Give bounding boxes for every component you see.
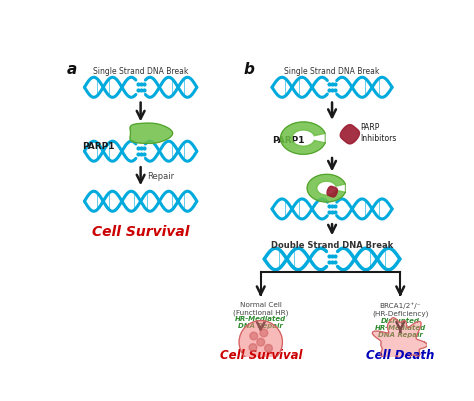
Text: Cell Survival: Cell Survival [219, 348, 302, 360]
Circle shape [249, 344, 257, 352]
Text: PARP1: PARP1 [273, 136, 305, 145]
Circle shape [257, 338, 264, 346]
Polygon shape [373, 318, 428, 369]
Text: PARP
Inhibitors: PARP Inhibitors [360, 123, 396, 142]
Text: BRCA1/2⁺/⁻
(HR-Deficiency): BRCA1/2⁺/⁻ (HR-Deficiency) [372, 302, 428, 316]
Polygon shape [340, 125, 359, 144]
Polygon shape [327, 187, 337, 197]
Text: HR-Mediated
DNA Repair: HR-Mediated DNA Repair [235, 316, 286, 328]
Polygon shape [130, 124, 173, 144]
Text: Single Strand DNA Break: Single Strand DNA Break [93, 67, 188, 76]
Text: Disrupted
HR-Mediated
DNA Repair: Disrupted HR-Mediated DNA Repair [374, 317, 426, 337]
Circle shape [260, 329, 268, 337]
Text: Cell Survival: Cell Survival [92, 225, 190, 239]
Polygon shape [281, 123, 325, 155]
Text: b: b [244, 62, 255, 77]
Text: Cell Death: Cell Death [366, 348, 435, 360]
Text: Single Strand DNA Break: Single Strand DNA Break [284, 67, 380, 76]
Circle shape [239, 321, 283, 364]
Text: PARP1: PARP1 [82, 142, 115, 151]
Text: Double Strand DNA Break: Double Strand DNA Break [271, 240, 393, 249]
Text: a: a [67, 62, 77, 77]
Text: Repair: Repair [147, 172, 174, 181]
Text: Normal Cell
(Functional HR): Normal Cell (Functional HR) [233, 302, 289, 315]
Circle shape [264, 344, 273, 352]
Circle shape [250, 332, 258, 340]
Polygon shape [307, 175, 345, 203]
